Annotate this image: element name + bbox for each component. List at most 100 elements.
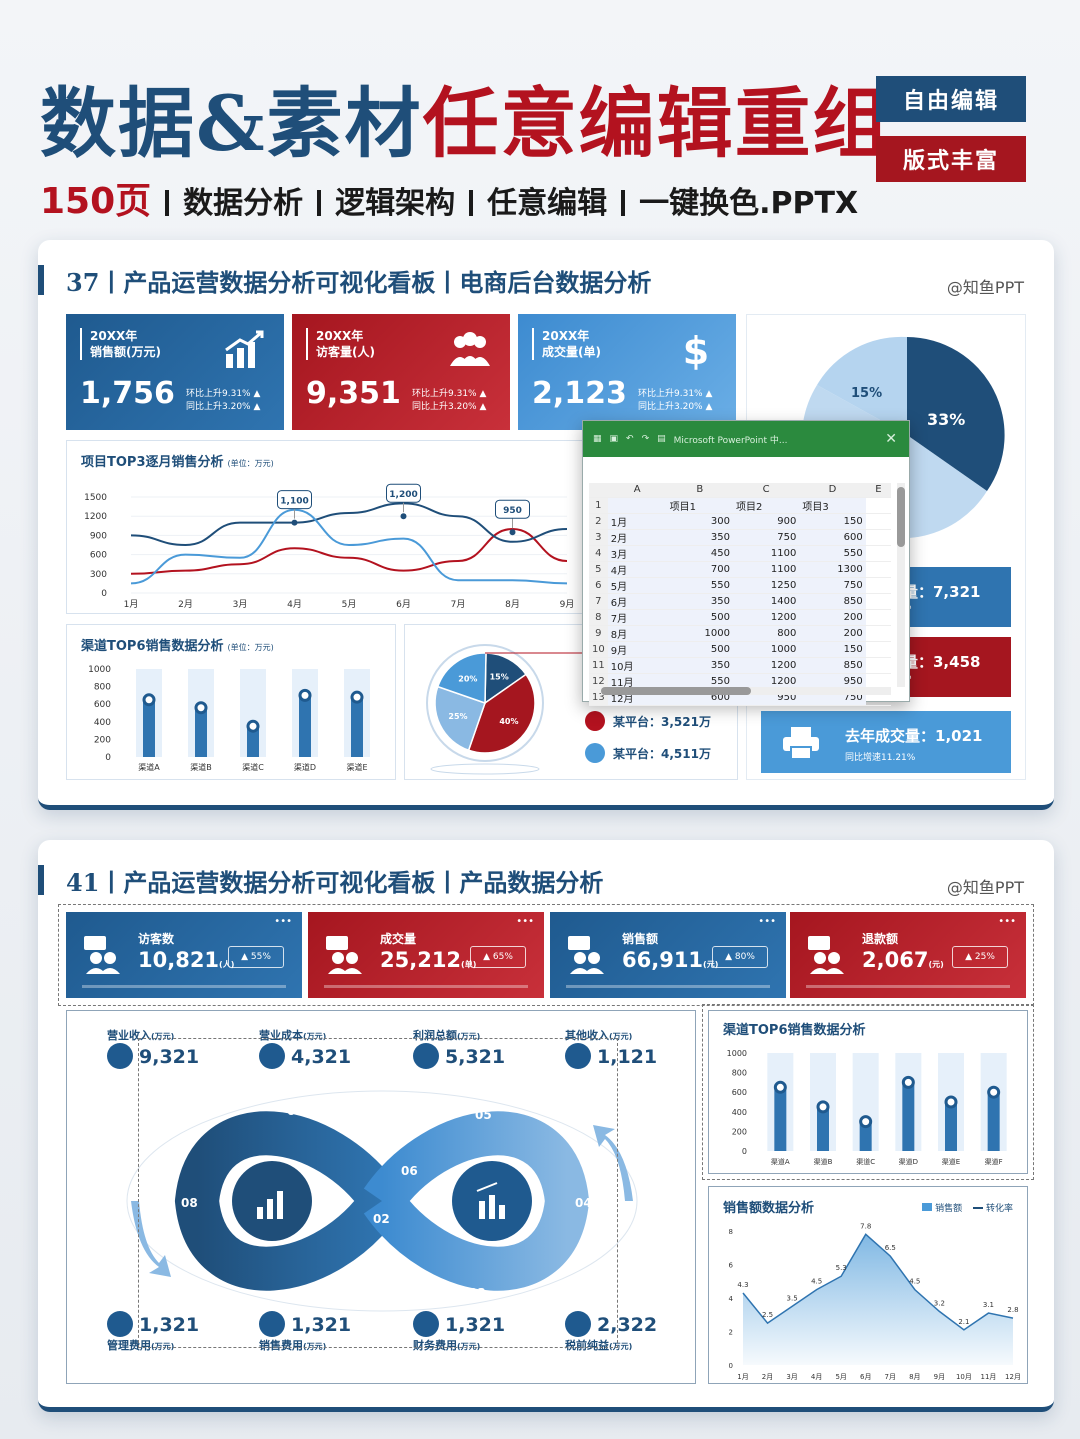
more-icon[interactable]: ••• bbox=[274, 916, 292, 927]
table-cell[interactable] bbox=[865, 513, 891, 530]
table-cell[interactable]: 6月 bbox=[607, 593, 667, 610]
table-cell[interactable] bbox=[865, 593, 891, 610]
more-icon[interactable]: ••• bbox=[998, 916, 1016, 927]
table-cell[interactable]: 300 bbox=[666, 513, 733, 530]
table-cell[interactable] bbox=[865, 625, 891, 642]
table-cell[interactable]: 800 bbox=[732, 625, 800, 642]
sales-area-chart-card[interactable]: 销售额数据分析 销售额 转化率 0 2 4 6 8 4.3 2.5 3.5 4.5 5.3 7.8 6… bbox=[708, 1186, 1028, 1384]
table-cell[interactable] bbox=[865, 577, 891, 594]
table-cell[interactable]: 850 bbox=[799, 657, 866, 674]
table-cell[interactable]: 200 bbox=[799, 609, 866, 626]
table-cell[interactable]: 7月 bbox=[607, 609, 667, 626]
table-cell[interactable] bbox=[865, 545, 891, 562]
close-icon[interactable]: ✕ bbox=[885, 431, 897, 447]
kpi-card-sales[interactable]: 销售额 66,911(元) ▲ 80% ••• bbox=[550, 912, 786, 998]
table-cell[interactable]: 1200 bbox=[732, 609, 800, 626]
table-cell[interactable]: 850 bbox=[799, 593, 866, 610]
table-cell[interactable]: 8月 bbox=[607, 625, 667, 642]
grid-icon[interactable]: ▦ bbox=[593, 434, 602, 444]
kpi-card-sales[interactable]: 20XX年 销售额(万元) 1,756 环比上升9.31% ▲ 同比上升3.20% … bbox=[66, 314, 284, 430]
table-cell[interactable]: 150 bbox=[799, 641, 866, 658]
table-cell[interactable]: 750 bbox=[799, 577, 866, 594]
table-cell[interactable]: 项目2 bbox=[732, 497, 800, 514]
table-cell[interactable]: 1000 bbox=[666, 625, 733, 642]
table-cell[interactable]: 900 bbox=[732, 513, 800, 530]
scroll-thumb[interactable] bbox=[897, 487, 905, 547]
column-header[interactable]: C bbox=[732, 483, 800, 498]
table-cell[interactable]: 1300 bbox=[799, 561, 866, 578]
spreadsheet-table[interactable]: A B C D E 1 项目1 项目2 项目3 2 1月 300 900 150 3 2月 350 750 600 4… bbox=[589, 483, 891, 706]
table-cell[interactable]: 1000 bbox=[732, 641, 800, 658]
column-header[interactable]: A bbox=[607, 483, 667, 498]
row-number[interactable]: 9 bbox=[589, 625, 608, 642]
table-cell[interactable]: 1200 bbox=[732, 673, 800, 690]
table-cell[interactable] bbox=[865, 561, 891, 578]
table-cell[interactable] bbox=[865, 497, 891, 514]
table-cell[interactable]: 450 bbox=[666, 545, 733, 562]
table-cell[interactable]: 1月 bbox=[607, 513, 667, 530]
channel-bar-chart-card[interactable]: 渠道TOP6销售数据分析 0 200 400 600 800 1000 渠道A 渠道B 渠道C 渠… bbox=[708, 1010, 1028, 1174]
table-cell[interactable]: 4月 bbox=[607, 561, 667, 578]
column-header[interactable]: E bbox=[865, 483, 891, 498]
row-number[interactable]: 10 bbox=[589, 641, 608, 658]
table-cell[interactable]: 3月 bbox=[607, 545, 667, 562]
table-cell[interactable]: 600 bbox=[799, 529, 866, 546]
channel-bar-chart-card[interactable]: 渠道TOP6销售数据分析 (单位：万元) 0 200 400 600 800 1000 渠道A… bbox=[66, 624, 396, 780]
row-number[interactable]: 8 bbox=[589, 609, 608, 626]
line-chart-card[interactable]: 项目TOP3逐月销售分析 (单位：万元) 0 300 600 900 1200 1500 1月… bbox=[66, 440, 586, 614]
table-cell[interactable]: 5月 bbox=[607, 577, 667, 594]
vertical-scrollbar[interactable] bbox=[897, 483, 905, 687]
save-icon[interactable]: ▣ bbox=[609, 434, 619, 444]
table-cell[interactable]: 1100 bbox=[732, 561, 800, 578]
table-cell[interactable] bbox=[607, 497, 667, 514]
scroll-thumb[interactable] bbox=[601, 687, 751, 695]
kpi-card-visitors[interactable]: 访客数 10,821(人) ▲ 55% ••• bbox=[66, 912, 302, 998]
table-cell[interactable]: 10月 bbox=[607, 657, 667, 674]
kpi-card-orders[interactable]: 成交量 25,212(单) ▲ 65% ••• bbox=[308, 912, 544, 998]
table-cell[interactable]: 2月 bbox=[607, 529, 667, 546]
metric-sales-expense[interactable]: 1,321 销售费用(万元) bbox=[259, 1311, 351, 1353]
table-cell[interactable] bbox=[865, 609, 891, 626]
table-cell[interactable]: 350 bbox=[666, 529, 733, 546]
table-cell[interactable]: 9月 bbox=[607, 641, 667, 658]
table-cell[interactable]: 550 bbox=[799, 545, 866, 562]
table-cell[interactable]: 550 bbox=[666, 673, 733, 690]
row-number[interactable]: 4 bbox=[589, 545, 608, 562]
redo-icon[interactable]: ↷ bbox=[641, 434, 650, 444]
table-cell[interactable]: 1400 bbox=[732, 593, 800, 610]
corner-cell[interactable] bbox=[589, 483, 608, 498]
row-number[interactable]: 12 bbox=[589, 673, 608, 690]
kpi-card-refunds[interactable]: 退款额 2,067(元) ▲ 25% ••• bbox=[790, 912, 1026, 998]
table-cell[interactable] bbox=[865, 657, 891, 674]
table-cell[interactable]: 700 bbox=[666, 561, 733, 578]
row-number[interactable]: 2 bbox=[589, 513, 608, 530]
table-cell[interactable]: 1200 bbox=[732, 657, 800, 674]
slide-preview-41[interactable]: 41丨产品运营数据分析可视化看板丨产品数据分析 @知鱼PPT 访客数 10,82… bbox=[38, 840, 1054, 1412]
metric-pretax-profit[interactable]: 2,322 税前纯益(万元) bbox=[565, 1311, 657, 1353]
table-cell[interactable] bbox=[865, 529, 891, 546]
column-header[interactable]: B bbox=[666, 483, 733, 498]
kpi-card-orders[interactable]: 20XX年 成交量(单) 2,123 环比上升9.31% ▲ 同比上升3.20% ▲… bbox=[518, 314, 736, 430]
table-cell[interactable]: 1100 bbox=[732, 545, 800, 562]
table-cell[interactable]: 350 bbox=[666, 657, 733, 674]
spreadsheet-titlebar[interactable]: ▦ ▣ ↶ ↷ ▤ Microsoft PowerPoint 中... ✕ bbox=[583, 421, 909, 457]
more-icon[interactable]: ••• bbox=[758, 916, 776, 927]
column-header[interactable]: D bbox=[799, 483, 866, 498]
undo-icon[interactable]: ↶ bbox=[626, 434, 634, 444]
infinity-diagram-card[interactable]: 营业收入(万元) 9,321 营业成本(万元) 4,321 利润总额(万元) 5,32… bbox=[66, 1010, 696, 1384]
table-cell[interactable]: 750 bbox=[732, 529, 800, 546]
table-cell[interactable]: 150 bbox=[799, 513, 866, 530]
table-cell[interactable]: 500 bbox=[666, 609, 733, 626]
table-cell[interactable]: 项目1 bbox=[666, 497, 733, 514]
table-cell[interactable]: 550 bbox=[666, 577, 733, 594]
metric-admin-expense[interactable]: 1,321 管理费用(万元) bbox=[107, 1311, 199, 1353]
row-number[interactable]: 5 bbox=[589, 561, 608, 578]
table-icon[interactable]: ▤ bbox=[657, 434, 666, 444]
row-number[interactable]: 11 bbox=[589, 657, 608, 674]
row-number[interactable]: 6 bbox=[589, 577, 608, 594]
row-number[interactable]: 1 bbox=[589, 497, 608, 514]
kpi-card-visitors[interactable]: 20XX年 访客量(人) 9,351 环比上升9.31% ▲ 同比上升3.20% ▲ bbox=[292, 314, 510, 430]
table-cell[interactable] bbox=[865, 641, 891, 658]
more-icon[interactable]: ••• bbox=[516, 916, 534, 927]
